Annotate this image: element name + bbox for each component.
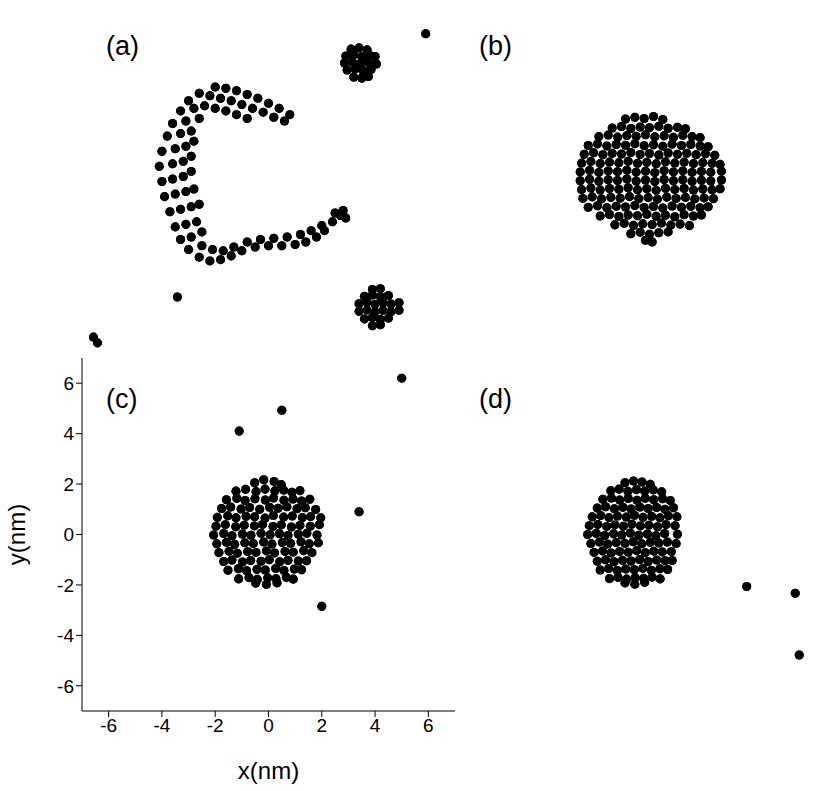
- svg-text:2: 2: [316, 715, 327, 736]
- svg-text:-6: -6: [57, 676, 74, 697]
- svg-text:6: 6: [423, 715, 434, 736]
- svg-text:0: 0: [263, 715, 274, 736]
- svg-text:-2: -2: [207, 715, 224, 736]
- html-text:(c): (c): [106, 384, 138, 414]
- html-text:(a): (a): [106, 31, 139, 61]
- svg-text:4: 4: [370, 715, 381, 736]
- html-text:(d): (d): [479, 384, 512, 414]
- html-text:(b): (b): [479, 31, 512, 61]
- svg-text:y(nm): y(nm): [8, 504, 30, 565]
- svg-text:-4: -4: [153, 715, 170, 736]
- svg-text:-6: -6: [100, 715, 117, 736]
- svg-text:-4: -4: [57, 625, 74, 646]
- svg-text:4: 4: [63, 423, 74, 444]
- svg-text:2: 2: [63, 474, 74, 495]
- svg-text:6: 6: [63, 373, 74, 394]
- svg-text:-2: -2: [57, 575, 74, 596]
- svg-text:0: 0: [63, 524, 74, 545]
- svg-text:x(nm): x(nm): [238, 757, 299, 784]
